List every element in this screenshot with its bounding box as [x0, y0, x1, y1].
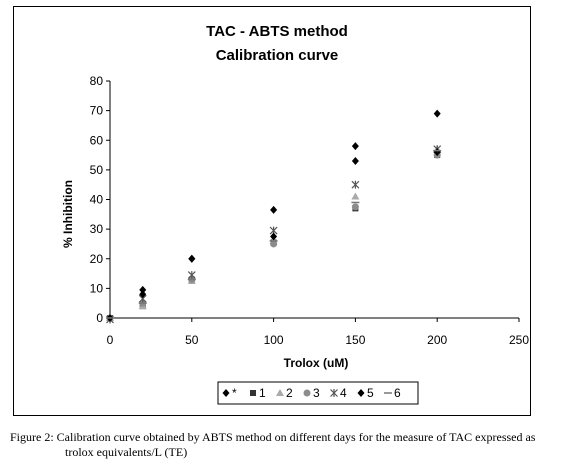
y-axis-label: % Inhibition	[61, 180, 75, 248]
legend-marker-series-3	[303, 389, 311, 397]
data-point-series-5	[188, 254, 196, 263]
y-tick-label: 50	[90, 163, 104, 177]
legend-marker-series-5	[357, 389, 365, 397]
legend-marker-series-2	[276, 389, 284, 396]
y-tick-label: 30	[90, 222, 104, 236]
legend-label-series-0: *	[232, 386, 237, 400]
data-point-series-5	[351, 156, 359, 165]
y-tick-label: 40	[90, 193, 104, 207]
caption-line-1: Figure 2: Calibration curve obtained by …	[10, 430, 536, 444]
chart-subtitle: Calibration curve	[216, 47, 339, 64]
y-tick-label: 60	[90, 133, 104, 147]
x-tick-label: 50	[185, 333, 199, 347]
legend-marker-series-1	[250, 390, 256, 396]
caption-line-2: trolox equivalents/L (TE)	[65, 445, 188, 459]
legend-label-series-1: 1	[259, 386, 266, 400]
data-point-series-4	[351, 180, 360, 189]
x-tick-label: 200	[427, 333, 447, 347]
y-tick-label: 70	[90, 104, 104, 118]
legend-box	[217, 381, 419, 405]
data-points	[106, 109, 442, 324]
data-point-series-3	[351, 203, 359, 211]
data-point-series-0	[270, 205, 278, 214]
legend-label-series-2: 2	[286, 386, 293, 400]
data-point-series-5	[139, 290, 147, 299]
y-tick-label: 0	[96, 311, 103, 325]
y-tick-label: 20	[90, 252, 104, 266]
y-tick-label: 80	[90, 74, 104, 88]
chart-title: TAC - ABTS method	[206, 23, 348, 40]
data-point-series-5	[270, 232, 278, 241]
data-point-series-3	[270, 240, 278, 248]
calibration-chart: TAC - ABTS method Calibration curve 0102…	[61, 23, 530, 405]
x-tick-label: 250	[509, 333, 529, 347]
legend: * 1 2 3 4 5 6	[217, 381, 419, 405]
x-axis-label: Trolox (uM)	[284, 356, 349, 370]
x-tick-label: 100	[264, 333, 284, 347]
legend-label-series-3: 3	[313, 386, 320, 400]
legend-label-series-5: 5	[367, 386, 374, 400]
legend-marker-series-4	[330, 389, 338, 397]
legend-label-series-6: 6	[394, 386, 401, 400]
y-tick-label: 10	[90, 281, 104, 295]
data-point-series-0	[139, 285, 147, 294]
data-point-series-4	[187, 271, 196, 280]
axes: 0 10 20 30 40 50 60 70 80 0 50 100 150 200 250	[90, 74, 530, 347]
data-point-series-0	[433, 109, 441, 118]
data-point-series-2	[351, 192, 360, 200]
figure-caption: Figure 2: Calibration curve obtained by …	[10, 430, 565, 460]
data-point-series-0	[351, 142, 359, 151]
legend-marker-series-0	[222, 389, 230, 397]
x-tick-label: 150	[345, 333, 365, 347]
x-tick-label: 0	[107, 333, 114, 347]
legend-label-series-4: 4	[340, 386, 347, 400]
